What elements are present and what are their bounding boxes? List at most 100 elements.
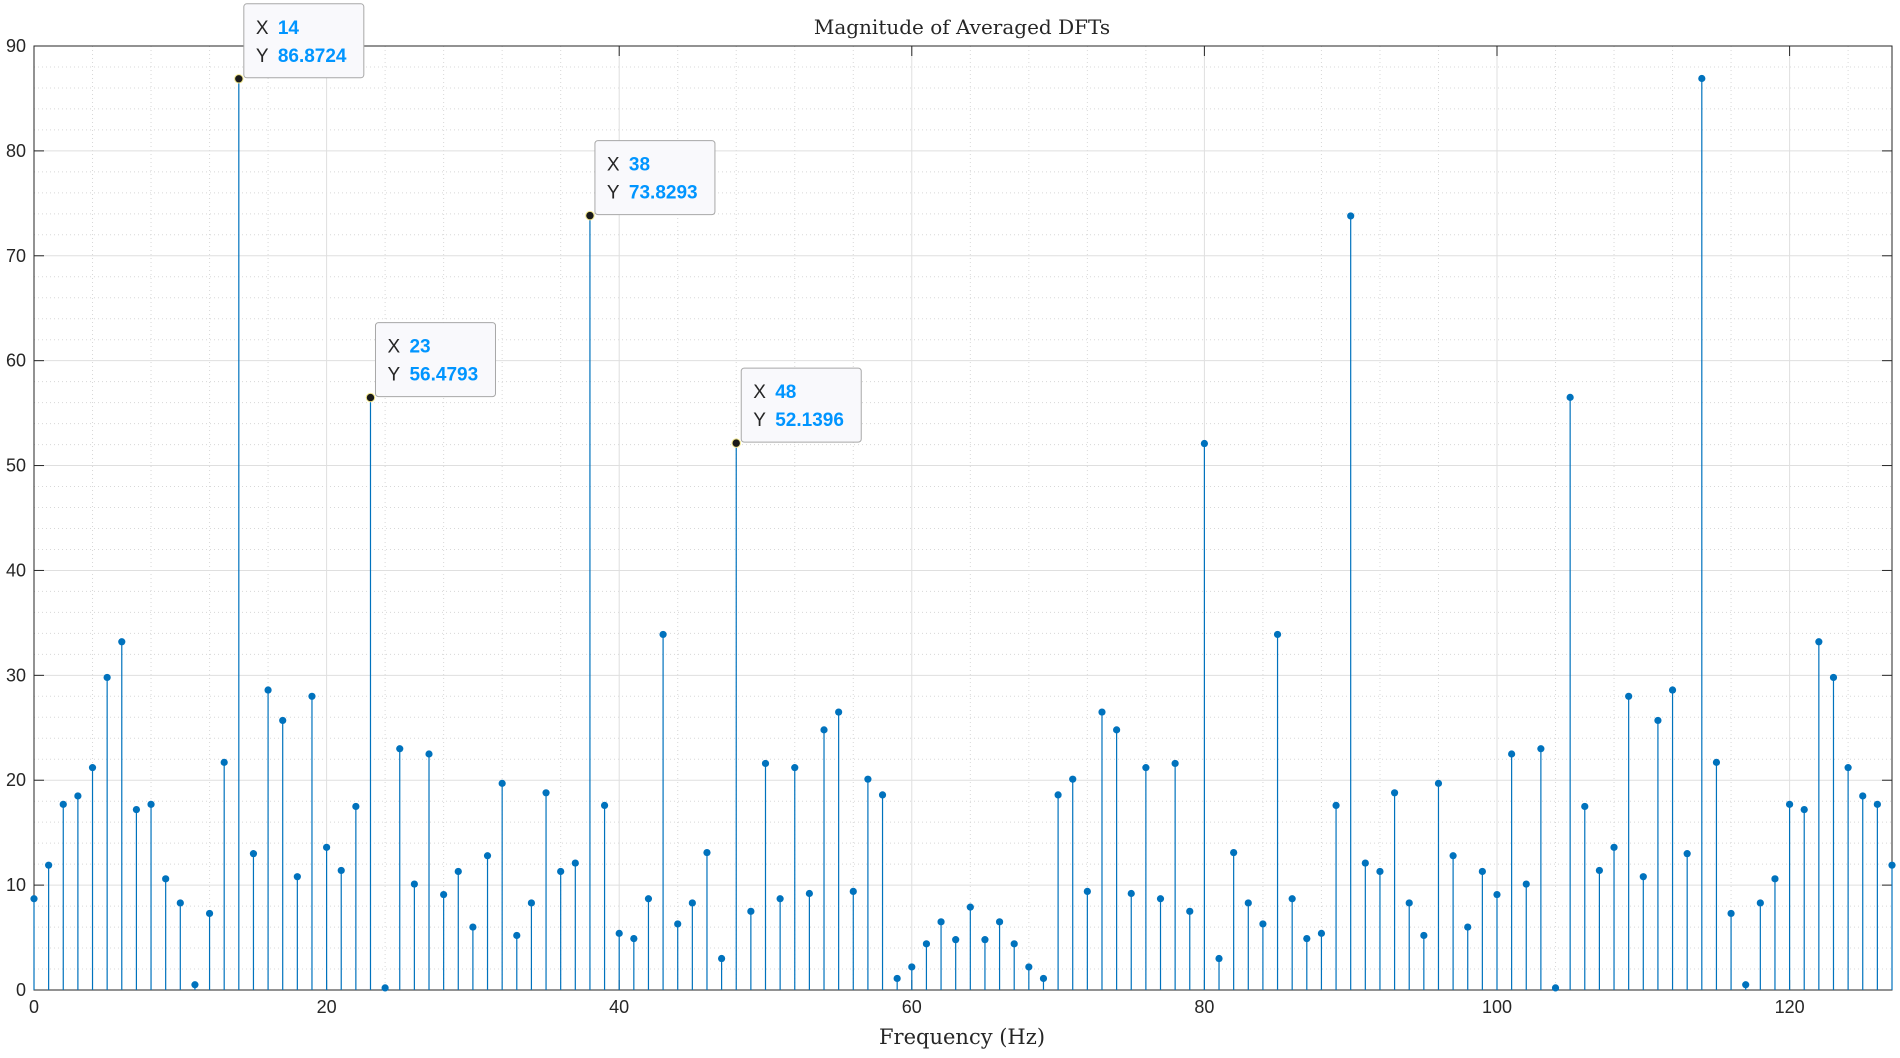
stem-marker <box>761 759 770 768</box>
stem-marker <box>1390 789 1399 797</box>
stem-marker <box>1215 954 1223 963</box>
stem-marker <box>1434 779 1443 787</box>
stem-marker <box>425 750 433 758</box>
stem-marker <box>1449 852 1457 860</box>
stem-marker <box>205 909 214 918</box>
stem-marker <box>74 792 82 800</box>
x-tick-label: 60 <box>902 997 922 1017</box>
stem-marker <box>337 866 345 875</box>
stem-marker <box>513 931 521 940</box>
stem-marker <box>542 789 550 797</box>
stem-marker <box>1303 935 1311 943</box>
stem-marker <box>1551 984 1560 992</box>
datatip-x-value: 38 <box>629 155 650 176</box>
stem-series <box>30 74 1896 992</box>
stem-marker <box>469 923 477 931</box>
stem-marker <box>147 800 155 808</box>
stem-marker <box>981 936 989 944</box>
y-tick-label: 30 <box>6 665 26 685</box>
axes-background <box>34 46 1892 990</box>
stem-marker <box>59 800 67 808</box>
stem-marker <box>893 974 901 983</box>
stem-marker <box>1010 940 1018 948</box>
x-tick-label: 40 <box>609 997 629 1017</box>
y-tick-label: 0 <box>16 980 26 1000</box>
stem-marker <box>1171 759 1179 768</box>
plot-area: 0 20 40 60 80 100 120 0 10 20 30 40 50 60 70 80 90 X 14 Y 86… <box>6 3 1896 1017</box>
stem-marker <box>1888 861 1896 869</box>
stem-marker <box>1069 775 1077 783</box>
stem-marker <box>1156 895 1165 903</box>
stem-marker <box>659 630 667 639</box>
stem-marker <box>1639 873 1647 881</box>
stem-marker <box>1025 963 1033 971</box>
stem-marker <box>1844 764 1852 772</box>
stem-marker <box>1039 974 1048 983</box>
datatip-x-label: X <box>607 155 620 176</box>
stem-marker <box>1595 866 1604 875</box>
stem-marker <box>1347 212 1355 220</box>
stem-marker <box>118 638 126 646</box>
stem-marker <box>1186 907 1194 915</box>
datatip-x-label: X <box>387 337 400 358</box>
stem-marker <box>249 850 258 858</box>
y-tick-label: 20 <box>6 770 26 790</box>
stem-marker <box>791 764 799 772</box>
stem-marker <box>864 775 872 783</box>
y-tick-label: 60 <box>6 351 26 371</box>
stem-marker <box>557 867 565 876</box>
stem-marker <box>995 918 1004 926</box>
stem-marker <box>571 859 579 867</box>
stem-marker <box>440 890 448 899</box>
stem-marker <box>527 899 536 907</box>
stem-marker <box>1493 890 1501 899</box>
stem-marker <box>1566 393 1574 401</box>
stem-marker <box>352 802 360 811</box>
stem-marker <box>1361 859 1369 867</box>
datatip-x-label: X <box>256 18 269 39</box>
stem-marker <box>1625 692 1633 700</box>
datatip-box <box>740 367 862 443</box>
datatip-box <box>374 322 496 398</box>
stem-marker <box>1332 801 1340 809</box>
y-tick-label: 70 <box>6 246 26 266</box>
stem-marker <box>88 764 97 772</box>
stem-marker <box>1464 923 1472 931</box>
datatip-y-label: Y <box>607 183 620 204</box>
stem-marker <box>1610 843 1618 851</box>
stem-marker <box>1829 673 1838 682</box>
stem-marker <box>1098 708 1106 716</box>
stem-marker <box>835 708 843 716</box>
stem-marker <box>1785 800 1794 808</box>
stem-marker <box>483 852 492 860</box>
stem-marker <box>1522 880 1530 888</box>
y-tick-label: 50 <box>6 456 26 476</box>
stem-marker <box>45 861 53 869</box>
datatip-marker <box>585 210 595 221</box>
stem-marker <box>688 899 696 907</box>
datatip-y-value: 73.8293 <box>629 183 698 204</box>
stem-marker <box>1478 867 1486 876</box>
stem-marker <box>820 726 828 734</box>
stem-marker <box>176 899 184 907</box>
stem-marker <box>1083 887 1091 896</box>
stem-marker <box>1756 899 1764 907</box>
x-tick-label: 120 <box>1775 997 1805 1017</box>
datatip-x-value: 14 <box>278 18 300 39</box>
stem-marker <box>1113 726 1121 734</box>
stem-marker <box>498 779 506 787</box>
stem-marker <box>1127 889 1135 898</box>
datatip-x-label: X <box>753 382 766 403</box>
stem-marker <box>1508 750 1516 758</box>
stem-marker <box>849 887 857 896</box>
stem-marker <box>1142 764 1150 772</box>
datatip-x-value: 23 <box>409 337 430 358</box>
stem-marker <box>220 758 228 766</box>
stem-marker <box>1698 74 1706 83</box>
stem-marker <box>1200 439 1208 448</box>
stem-marker <box>1273 630 1282 639</box>
stem-marker <box>1668 686 1677 694</box>
datatip-y-label: Y <box>753 410 766 431</box>
stem-marker <box>1683 850 1691 858</box>
